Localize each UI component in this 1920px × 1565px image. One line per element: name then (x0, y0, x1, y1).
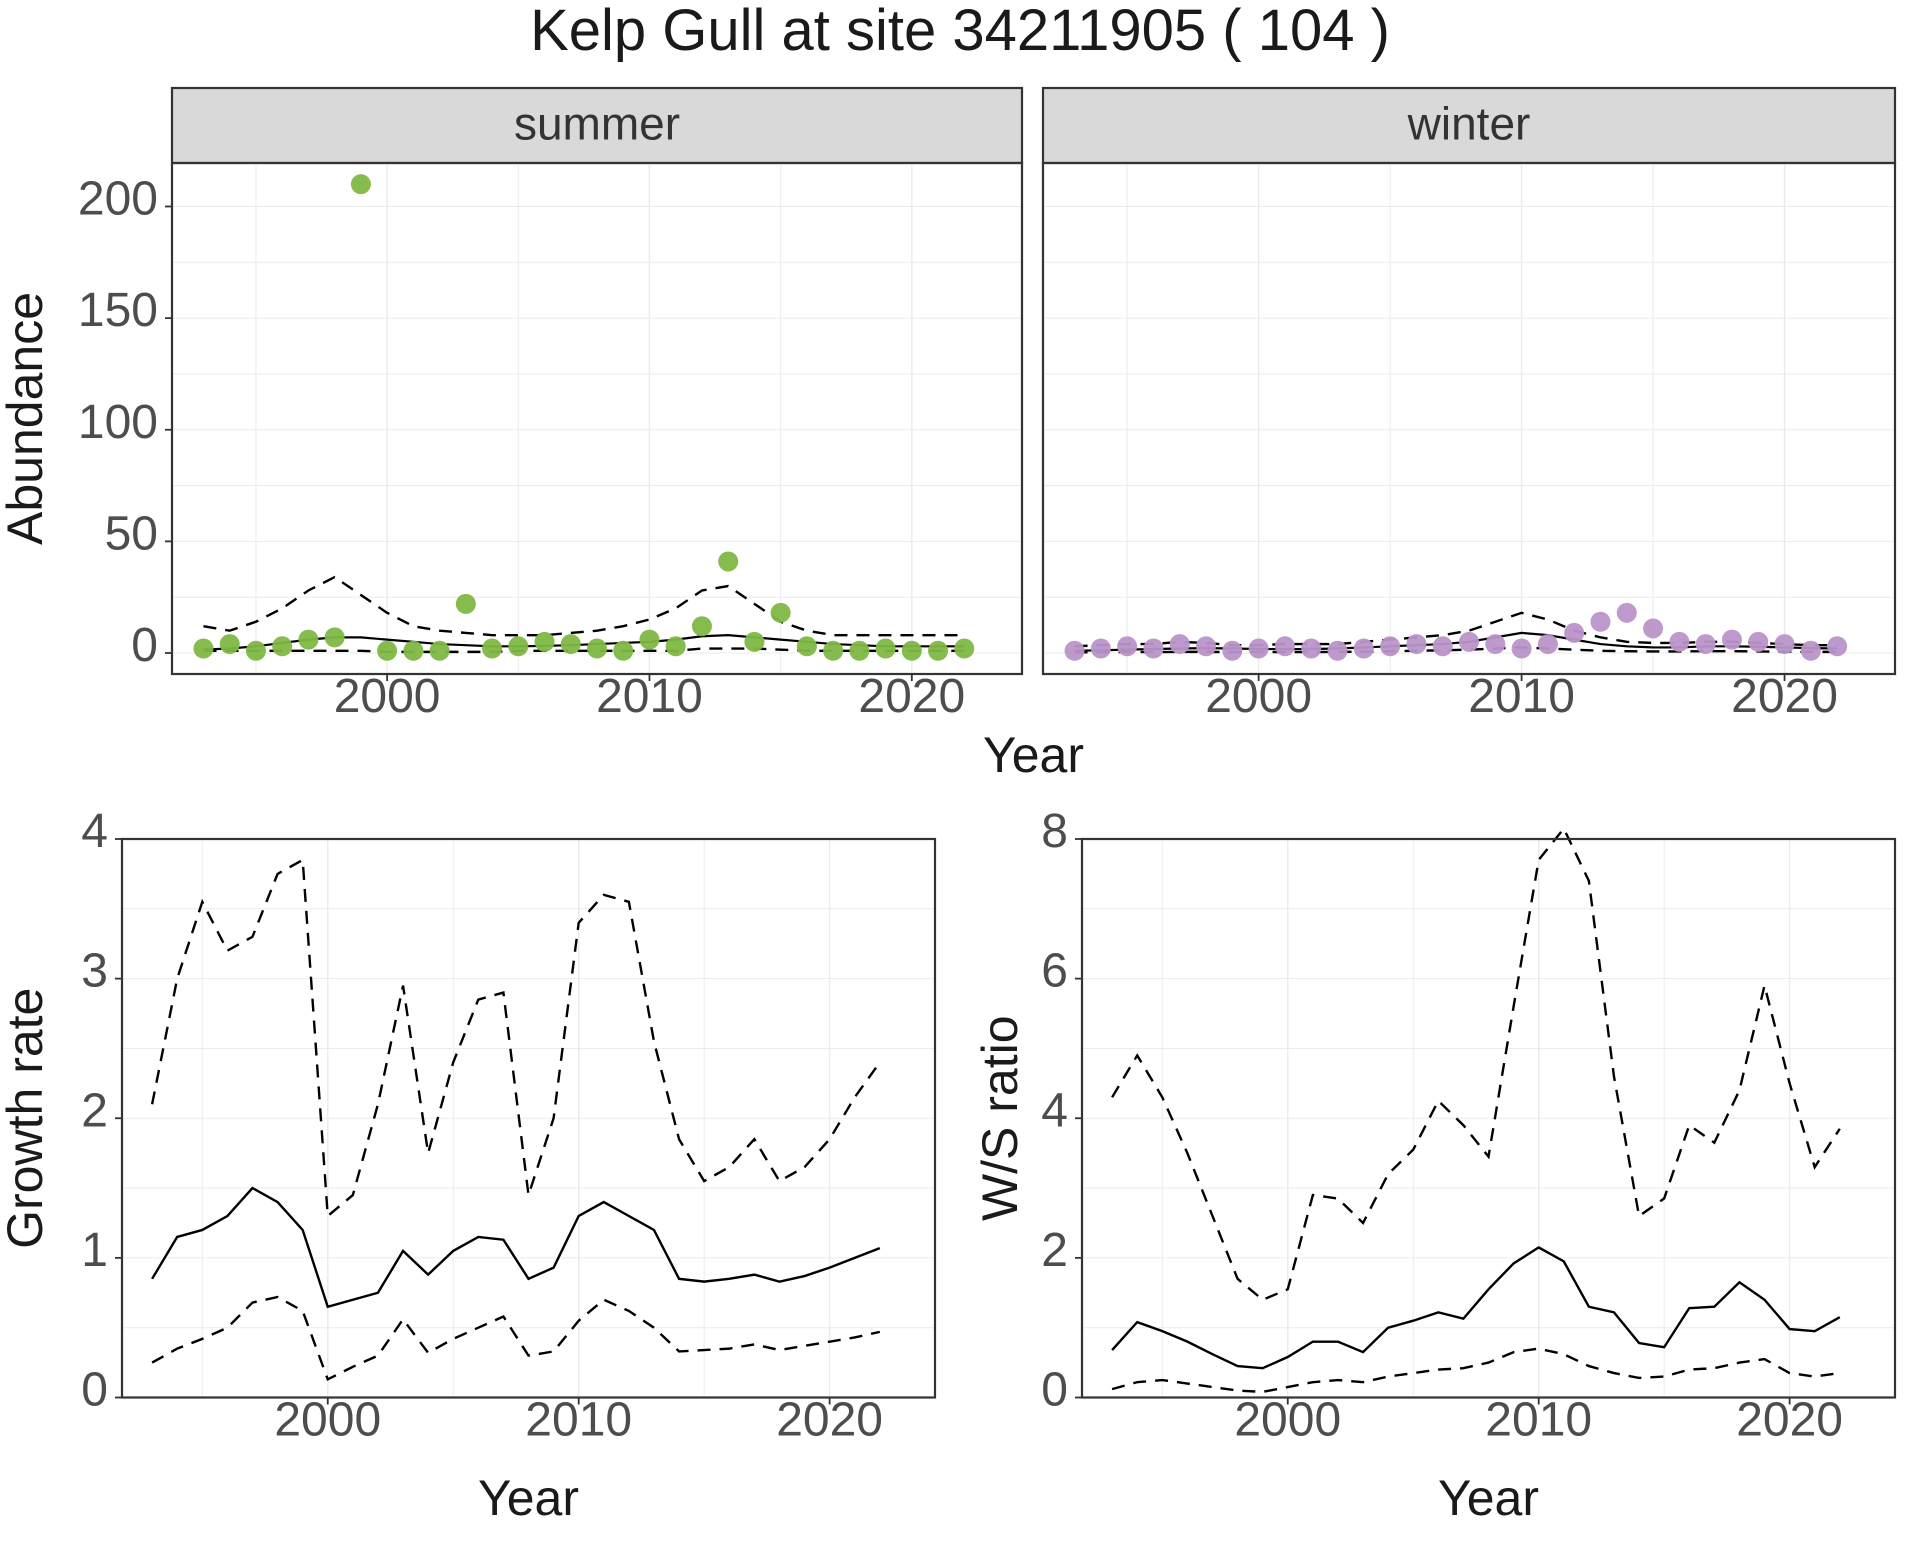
svg-text:2010: 2010 (1468, 670, 1575, 723)
svg-text:Year: Year (1438, 1470, 1539, 1526)
svg-text:4: 4 (81, 805, 108, 858)
svg-text:2020: 2020 (1731, 670, 1838, 723)
svg-text:summer: summer (514, 98, 680, 150)
svg-text:200: 200 (78, 173, 158, 226)
svg-text:Year: Year (478, 1470, 579, 1526)
svg-text:4: 4 (1041, 1084, 1068, 1137)
svg-text:2000: 2000 (274, 1394, 381, 1447)
svg-text:2000: 2000 (1234, 1394, 1341, 1447)
svg-text:2010: 2010 (1485, 1394, 1592, 1447)
svg-text:2010: 2010 (596, 670, 703, 723)
svg-text:2000: 2000 (334, 670, 441, 723)
svg-text:1: 1 (81, 1224, 108, 1277)
svg-text:W/S ratio: W/S ratio (972, 1015, 1028, 1221)
svg-text:2020: 2020 (858, 670, 965, 723)
svg-text:0: 0 (131, 619, 158, 672)
svg-text:Growth rate: Growth rate (0, 988, 53, 1249)
svg-text:2010: 2010 (525, 1394, 632, 1447)
svg-text:2020: 2020 (776, 1394, 883, 1447)
svg-text:Year: Year (983, 727, 1084, 783)
svg-text:150: 150 (78, 284, 158, 337)
svg-text:100: 100 (78, 396, 158, 449)
svg-text:winter: winter (1407, 98, 1531, 150)
svg-text:2: 2 (81, 1084, 108, 1137)
svg-text:6: 6 (1041, 945, 1068, 998)
svg-text:3: 3 (81, 945, 108, 998)
svg-text:2000: 2000 (1205, 670, 1312, 723)
svg-text:Abundance: Abundance (0, 292, 53, 545)
svg-text:0: 0 (81, 1364, 108, 1417)
svg-text:Kelp Gull at site 34211905 ( 1: Kelp Gull at site 34211905 ( 104 ) (530, 0, 1390, 63)
svg-text:2020: 2020 (1736, 1394, 1843, 1447)
svg-text:2: 2 (1041, 1224, 1068, 1277)
svg-text:8: 8 (1041, 805, 1068, 858)
svg-text:0: 0 (1041, 1364, 1068, 1417)
svg-text:50: 50 (105, 507, 158, 560)
